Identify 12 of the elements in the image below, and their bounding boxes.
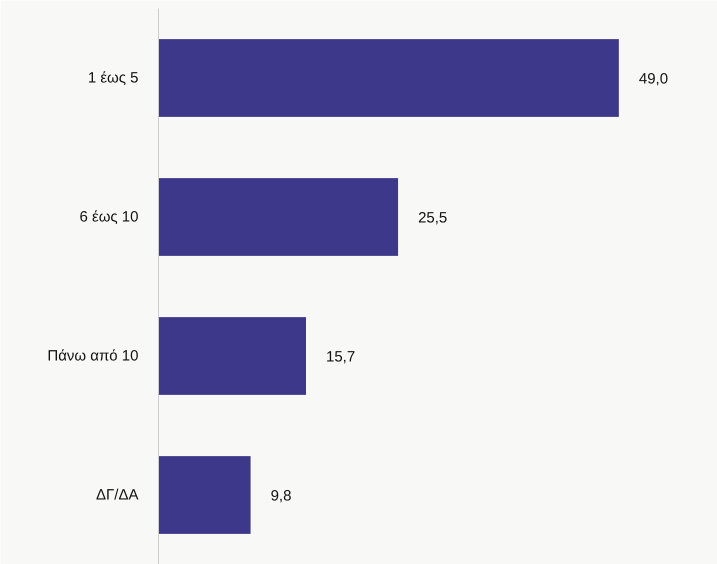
y-tick-label: 1 έως 5 xyxy=(88,70,139,86)
y-tick-label: ΔΓ/ΔΑ xyxy=(96,486,139,504)
bar xyxy=(158,39,619,117)
y-tick-label: 6 έως 10 xyxy=(80,208,139,226)
y-tick-label: Πάνω από 10 xyxy=(47,348,139,364)
data-label: 15,7 xyxy=(326,348,356,366)
bar xyxy=(158,178,398,256)
bar xyxy=(158,317,306,395)
bar xyxy=(158,456,251,534)
data-label: 49,0 xyxy=(638,70,668,88)
data-label: 25,5 xyxy=(418,210,448,226)
data-label: 9,8 xyxy=(270,488,292,504)
